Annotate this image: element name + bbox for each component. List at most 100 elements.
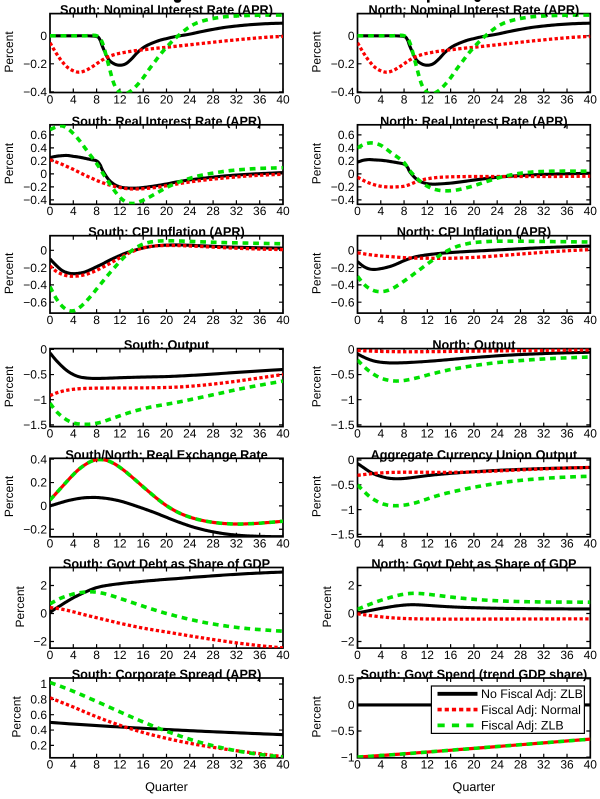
svg-text:−2: −2 [33, 635, 47, 649]
svg-text:0.6: 0.6 [338, 128, 355, 142]
svg-text:4: 4 [70, 758, 77, 772]
svg-text:12: 12 [113, 426, 127, 440]
svg-text:32: 32 [537, 426, 551, 440]
svg-text:Percent: Percent [2, 142, 16, 184]
svg-text:South: Govt Spend (trend GDP s: South: Govt Spend (trend GDP share) [361, 668, 588, 682]
svg-text:8: 8 [401, 92, 408, 106]
svg-text:0: 0 [47, 537, 54, 551]
svg-text:28: 28 [206, 204, 220, 218]
svg-text:−0.2: −0.2 [331, 57, 355, 71]
svg-text:28: 28 [514, 537, 528, 551]
svg-text:16: 16 [137, 204, 151, 218]
svg-text:20: 20 [160, 537, 174, 551]
svg-text:36: 36 [560, 537, 574, 551]
svg-text:24: 24 [183, 537, 197, 551]
svg-text:32: 32 [537, 313, 551, 327]
svg-text:0: 0 [47, 426, 54, 440]
svg-text:8: 8 [401, 537, 408, 551]
svg-text:24: 24 [183, 204, 197, 218]
svg-text:0: 0 [47, 648, 54, 662]
svg-text:12: 12 [113, 313, 127, 327]
svg-text:28: 28 [514, 313, 528, 327]
svg-text:16: 16 [444, 426, 458, 440]
svg-text:−0.4: −0.4 [23, 85, 47, 99]
svg-text:8: 8 [93, 313, 100, 327]
svg-text:0: 0 [47, 92, 54, 106]
svg-text:−1.5: −1.5 [23, 418, 47, 432]
svg-text:20: 20 [160, 92, 174, 106]
svg-text:32: 32 [230, 313, 244, 327]
svg-text:0: 0 [348, 343, 355, 357]
svg-text:−0.6: −0.6 [23, 295, 47, 309]
svg-text:28: 28 [206, 92, 220, 106]
svg-text:32: 32 [230, 92, 244, 106]
svg-text:20: 20 [467, 92, 481, 106]
svg-text:32: 32 [230, 758, 244, 772]
svg-text:40: 40 [276, 92, 290, 106]
svg-text:North: Real Interest Rate (APR: North: Real Interest Rate (APR) [380, 114, 568, 128]
svg-text:40: 40 [584, 313, 598, 327]
svg-text:Percent: Percent [309, 475, 323, 517]
svg-text:24: 24 [183, 648, 197, 662]
svg-text:0.2: 0.2 [30, 154, 47, 168]
svg-text:No Fiscal Adj: ZLB: No Fiscal Adj: ZLB [481, 687, 583, 701]
svg-text:South/North: Real Exchange Rat: South/North: Real Exchange Rate [65, 448, 267, 462]
svg-text:12: 12 [113, 92, 127, 106]
svg-text:36: 36 [253, 92, 267, 106]
svg-text:−1: −1 [33, 393, 47, 407]
svg-text:36: 36 [253, 537, 267, 551]
svg-text:0: 0 [354, 204, 361, 218]
svg-text:0: 0 [348, 244, 355, 258]
svg-text:0.8: 0.8 [30, 693, 47, 707]
svg-text:36: 36 [560, 758, 574, 772]
svg-text:2: 2 [348, 579, 355, 593]
svg-text:0.4: 0.4 [338, 141, 355, 155]
svg-text:8: 8 [401, 648, 408, 662]
svg-text:−0.5: −0.5 [331, 724, 355, 738]
svg-text:South: Real Interest Rate (APR: South: Real Interest Rate (APR) [72, 114, 262, 128]
svg-text:24: 24 [491, 204, 505, 218]
svg-text:40: 40 [276, 313, 290, 327]
svg-text:Quarter: Quarter [145, 780, 188, 794]
svg-text:12: 12 [113, 648, 127, 662]
svg-text:12: 12 [421, 92, 435, 106]
svg-text:−0.4: −0.4 [23, 193, 47, 207]
svg-text:32: 32 [230, 426, 244, 440]
svg-text:1: 1 [40, 677, 47, 691]
svg-text:0.4: 0.4 [30, 141, 47, 155]
svg-text:Percent: Percent [320, 585, 334, 627]
svg-text:South: Govt Debt as Share of G: South: Govt Debt as Share of GDP [63, 557, 271, 571]
svg-text:4: 4 [377, 648, 384, 662]
svg-text:16: 16 [444, 648, 458, 662]
svg-text:24: 24 [183, 758, 197, 772]
svg-text:16: 16 [444, 537, 458, 551]
svg-text:36: 36 [560, 92, 574, 106]
svg-text:24: 24 [491, 648, 505, 662]
svg-text:Percent: Percent [2, 365, 16, 407]
svg-text:0: 0 [40, 29, 47, 43]
svg-text:South: Output: South: Output [124, 338, 210, 352]
svg-text:Percent: Percent [10, 696, 24, 738]
svg-text:32: 32 [230, 537, 244, 551]
svg-text:Percent: Percent [309, 31, 323, 73]
svg-text:0: 0 [354, 313, 361, 327]
svg-text:40: 40 [276, 204, 290, 218]
svg-text:12: 12 [421, 313, 435, 327]
svg-text:32: 32 [537, 92, 551, 106]
svg-text:28: 28 [206, 758, 220, 772]
svg-text:16: 16 [137, 92, 151, 106]
svg-text:4: 4 [70, 313, 77, 327]
svg-text:North: CPI Inflation (APR): North: CPI Inflation (APR) [397, 225, 551, 239]
svg-text:0: 0 [354, 758, 361, 772]
svg-text:0.2: 0.2 [30, 476, 47, 490]
svg-text:40: 40 [584, 426, 598, 440]
svg-text:36: 36 [560, 313, 574, 327]
svg-text:40: 40 [584, 648, 598, 662]
svg-text:16: 16 [137, 758, 151, 772]
svg-text:Percent: Percent [2, 475, 16, 517]
svg-text:4: 4 [70, 648, 77, 662]
svg-text:12: 12 [113, 204, 127, 218]
svg-text:36: 36 [253, 204, 267, 218]
svg-text:0: 0 [47, 204, 54, 218]
svg-text:0.4: 0.4 [30, 452, 47, 466]
